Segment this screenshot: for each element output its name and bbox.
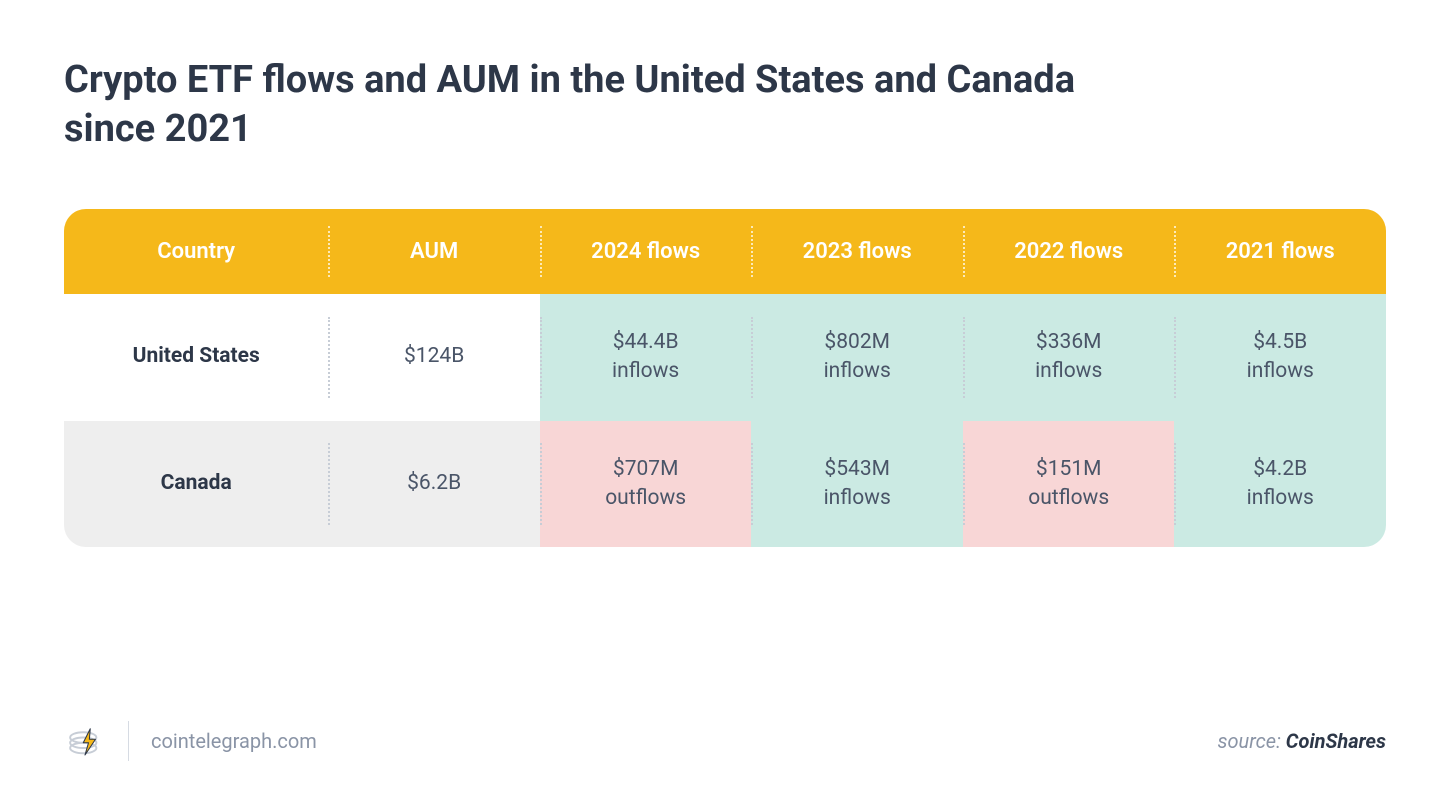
col-2021: 2021 flows <box>1174 209 1386 294</box>
table-row: United States $124B $44.4Binflows $802Mi… <box>64 294 1386 421</box>
table-body: United States $124B $44.4Binflows $802Mi… <box>64 294 1386 548</box>
source-name: CoinShares <box>1286 729 1386 753</box>
etf-table-container: Country AUM 2024 flows 2023 flows 2022 f… <box>64 209 1386 548</box>
col-2024: 2024 flows <box>540 209 752 294</box>
cell-aum: $124B <box>328 294 540 421</box>
cell-aum: $6.2B <box>328 421 540 548</box>
cell-country: United States <box>64 294 328 421</box>
col-2023: 2023 flows <box>751 209 963 294</box>
cell-flow: $336Minflows <box>963 294 1175 421</box>
footer-left: cointelegraph.com <box>64 720 317 762</box>
page-title: Crypto ETF flows and AUM in the United S… <box>64 56 1164 155</box>
footer-divider <box>128 721 129 761</box>
col-aum: AUM <box>328 209 540 294</box>
cell-flow: $802Minflows <box>751 294 963 421</box>
table-row: Canada $6.2B $707Moutflows $543Minflows … <box>64 421 1386 548</box>
cell-flow: $151Moutflows <box>963 421 1175 548</box>
col-2022: 2022 flows <box>963 209 1175 294</box>
cell-flow: $44.4Binflows <box>540 294 752 421</box>
footer-source: source: CoinShares <box>1217 729 1386 753</box>
cell-flow: $707Moutflows <box>540 421 752 548</box>
cell-flow: $4.2Binflows <box>1174 421 1386 548</box>
cell-flow: $543Minflows <box>751 421 963 548</box>
cell-flow: $4.5Binflows <box>1174 294 1386 421</box>
col-country: Country <box>64 209 328 294</box>
footer: cointelegraph.com source: CoinShares <box>64 680 1386 762</box>
cointelegraph-logo-icon <box>64 720 106 762</box>
footer-site: cointelegraph.com <box>151 729 317 753</box>
cell-country: Canada <box>64 421 328 548</box>
etf-table: Country AUM 2024 flows 2023 flows 2022 f… <box>64 209 1386 548</box>
source-label: source: <box>1217 729 1285 753</box>
table-header-row: Country AUM 2024 flows 2023 flows 2022 f… <box>64 209 1386 294</box>
